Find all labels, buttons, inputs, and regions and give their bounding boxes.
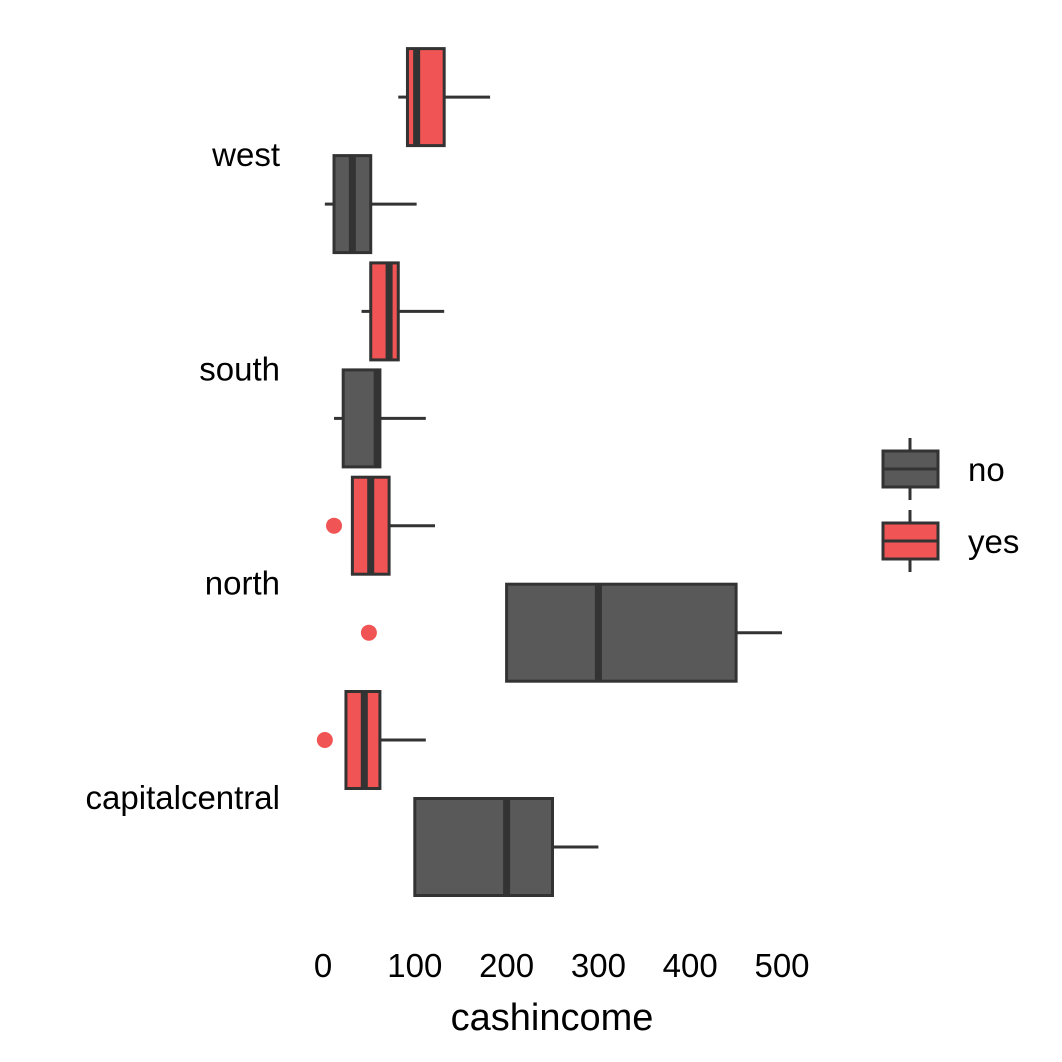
- outlier-point: [326, 517, 343, 534]
- box-capitalcentral-no: [413, 797, 599, 897]
- x-tick-label: 0: [314, 947, 332, 984]
- box-iqr: [405, 47, 446, 148]
- category-labels: capitalcentral north south west: [86, 136, 280, 816]
- boxes-layer: [316, 47, 782, 897]
- category-label-south: south: [199, 350, 280, 387]
- legend-item-yes: yes: [881, 510, 1019, 572]
- category-label-capitalcentral: capitalcentral: [86, 779, 280, 816]
- outlier-point: [316, 732, 333, 748]
- x-tick-label: 200: [479, 947, 534, 984]
- x-tick-label: 300: [571, 947, 626, 984]
- legend: no yes: [881, 438, 1019, 572]
- x-tick-label: 100: [387, 947, 442, 984]
- box-iqr: [413, 797, 554, 897]
- x-tick-label: 500: [754, 947, 809, 984]
- legend-label-yes: yes: [968, 523, 1019, 560]
- box-iqr: [505, 582, 738, 683]
- box-south-yes: [361, 261, 445, 362]
- legend-item-no: no: [881, 438, 1005, 500]
- category-label-north: north: [205, 565, 280, 602]
- box-west-no: [324, 154, 417, 255]
- box-south-no: [334, 368, 426, 469]
- box-north-yes: [326, 475, 435, 576]
- outlier-point: [360, 624, 377, 641]
- box-iqr: [369, 261, 400, 362]
- x-axis-title: cashincome: [451, 997, 654, 1039]
- box-capitalcentral-yes: [316, 690, 426, 790]
- legend-label-no: no: [968, 451, 1005, 488]
- x-tick-label: 400: [663, 947, 718, 984]
- x-tick-labels: 0 100 200 300 400 500: [314, 947, 810, 984]
- category-label-west: west: [211, 136, 280, 173]
- box-north-no: [360, 582, 782, 683]
- box-west-yes: [398, 47, 491, 148]
